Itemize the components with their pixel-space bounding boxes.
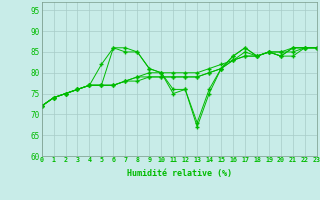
X-axis label: Humidité relative (%): Humidité relative (%) <box>127 169 232 178</box>
